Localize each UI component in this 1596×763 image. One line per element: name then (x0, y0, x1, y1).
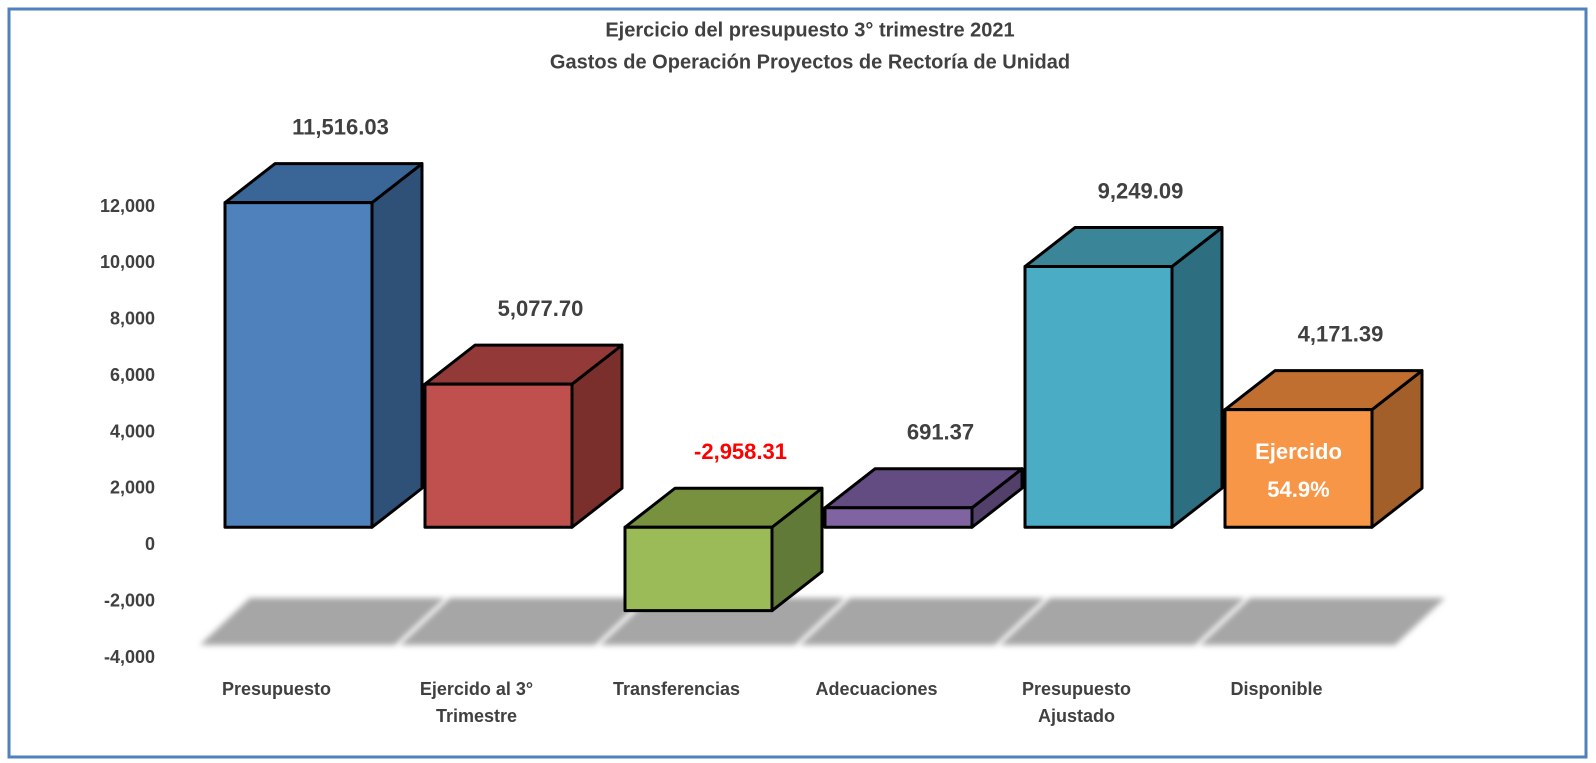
x-tick-label: Ejercido al 3° Trimestre (419, 679, 534, 726)
x-tick-label: Presupuesto Ajustado (1021, 679, 1132, 726)
y-tick-label: 6,000 (110, 365, 155, 385)
value-label: 9,249.09 (1098, 178, 1184, 203)
annotation: 54.9% (1267, 477, 1329, 502)
y-tick-label: 0 (145, 534, 155, 554)
value-label: 11,516.03 (292, 114, 389, 139)
x-tick-label: Adecuaciones (815, 679, 938, 699)
y-tick-label: 2,000 (110, 478, 155, 498)
bar-side (370, 162, 424, 529)
x-tick-label: Transferencias (612, 679, 741, 699)
y-tick-label: 8,000 (110, 309, 155, 329)
y-tick-label: -2,000 (104, 590, 155, 610)
value-label: 5,077.70 (498, 296, 584, 321)
y-tick-label: 4,000 (110, 421, 155, 441)
floor-shadow (800, 598, 1045, 645)
bar (1023, 265, 1174, 529)
bar (223, 201, 374, 529)
y-tick-label: 12,000 (100, 196, 155, 216)
value-label: 4,171.39 (1298, 321, 1384, 346)
bar (623, 525, 774, 613)
floor-shadow (400, 598, 645, 645)
y-tick-label: -4,000 (104, 647, 155, 667)
floor-shadow (200, 598, 445, 645)
floor-shadow (1000, 598, 1245, 645)
annotation: Ejercido (1255, 439, 1342, 464)
x-tick-label: Disponible (1230, 679, 1323, 699)
x-tick-label: Presupuesto (221, 679, 332, 699)
value-label: 691.37 (907, 420, 974, 445)
chart-title: Ejercicio del presupuesto 3° trimestre 2… (605, 19, 1014, 41)
y-tick-label: 10,000 (100, 252, 155, 272)
bar-side (1170, 226, 1224, 529)
floor-shadows (200, 598, 1445, 645)
bar (823, 506, 974, 529)
chart-subtitle: Gastos de Operación Proyectos de Rectorí… (550, 51, 1070, 73)
bar (423, 382, 574, 529)
bar (1223, 408, 1374, 529)
value-label: -2,958.31 (694, 439, 787, 464)
floor-shadow (1200, 598, 1445, 645)
